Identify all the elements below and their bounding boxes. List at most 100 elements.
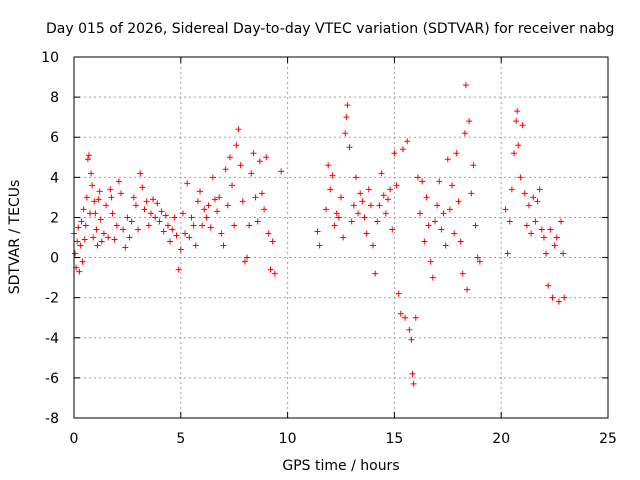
data-point bbox=[335, 214, 342, 221]
data-point bbox=[117, 190, 124, 197]
data-point bbox=[79, 258, 86, 265]
data-point bbox=[188, 214, 195, 221]
data-point bbox=[96, 188, 103, 195]
data-point bbox=[370, 242, 377, 249]
data-point bbox=[474, 254, 481, 261]
data-point bbox=[81, 236, 88, 243]
data-point bbox=[220, 242, 227, 249]
data-point bbox=[94, 242, 101, 249]
data-point bbox=[340, 234, 347, 241]
data-point bbox=[333, 210, 340, 217]
data-point bbox=[409, 370, 416, 377]
data-point bbox=[201, 206, 208, 213]
data-point bbox=[402, 314, 409, 321]
data-point bbox=[376, 202, 383, 209]
data-point bbox=[156, 218, 163, 225]
x-tick-label: 25 bbox=[599, 431, 617, 447]
data-point bbox=[389, 226, 396, 233]
data-point bbox=[107, 186, 114, 193]
data-point bbox=[184, 180, 191, 187]
data-point bbox=[547, 226, 554, 233]
data-point bbox=[455, 198, 462, 205]
data-point bbox=[558, 218, 565, 225]
data-point bbox=[113, 222, 120, 229]
data-point bbox=[348, 218, 355, 225]
data-point bbox=[128, 218, 135, 225]
data-point bbox=[90, 234, 97, 241]
data-point bbox=[453, 150, 460, 157]
data-point bbox=[154, 200, 161, 207]
data-point bbox=[355, 210, 362, 217]
data-point bbox=[167, 238, 174, 245]
data-point bbox=[92, 210, 99, 217]
data-point bbox=[506, 218, 513, 225]
data-point bbox=[224, 202, 231, 209]
data-point bbox=[343, 114, 350, 121]
y-tick-label: 8 bbox=[50, 90, 59, 106]
y-tick-label: 6 bbox=[50, 130, 59, 146]
data-point bbox=[124, 214, 131, 221]
data-point bbox=[344, 102, 351, 109]
data-point bbox=[530, 194, 537, 201]
data-point bbox=[214, 208, 221, 215]
data-point bbox=[536, 186, 543, 193]
chart-title: Day 015 of 2026, Sidereal Day-to-day VTE… bbox=[46, 21, 614, 37]
data-point bbox=[423, 194, 430, 201]
data-point bbox=[199, 222, 206, 229]
data-point bbox=[476, 258, 483, 265]
data-point bbox=[521, 190, 528, 197]
data-point bbox=[517, 174, 524, 181]
data-point bbox=[137, 170, 144, 177]
data-point bbox=[414, 174, 421, 181]
data-point bbox=[543, 250, 550, 257]
data-point bbox=[325, 162, 332, 169]
y-tick-label: -8 bbox=[45, 411, 59, 427]
data-point bbox=[75, 224, 82, 231]
data-point bbox=[399, 146, 406, 153]
data-point bbox=[97, 216, 104, 223]
data-point bbox=[513, 118, 520, 125]
data-point bbox=[352, 174, 359, 181]
data-point bbox=[222, 166, 229, 173]
data-point bbox=[175, 266, 182, 273]
data-point bbox=[532, 218, 539, 225]
data-point bbox=[468, 190, 475, 197]
data-point bbox=[472, 222, 479, 229]
data-point bbox=[538, 226, 545, 233]
data-point bbox=[130, 194, 137, 201]
x-tick-label: 15 bbox=[385, 431, 403, 447]
data-point bbox=[85, 152, 92, 159]
data-point bbox=[250, 150, 257, 157]
data-point bbox=[115, 178, 122, 185]
data-point bbox=[515, 142, 522, 149]
data-point bbox=[391, 150, 398, 157]
data-point bbox=[261, 206, 268, 213]
data-point bbox=[553, 234, 560, 241]
data-point bbox=[323, 206, 330, 213]
data-point bbox=[169, 226, 176, 233]
data-point bbox=[551, 242, 558, 249]
data-point bbox=[502, 206, 509, 213]
data-point bbox=[186, 234, 193, 241]
data-point bbox=[314, 228, 321, 235]
data-point bbox=[417, 210, 424, 217]
data-point bbox=[267, 266, 274, 273]
data-point bbox=[103, 202, 110, 209]
data-point bbox=[93, 226, 100, 233]
data-point bbox=[431, 218, 438, 225]
data-point bbox=[387, 186, 394, 193]
data-point bbox=[365, 186, 372, 193]
y-tick-label: 10 bbox=[41, 50, 59, 66]
data-point bbox=[147, 210, 154, 217]
data-point bbox=[100, 230, 107, 237]
data-point bbox=[111, 236, 118, 243]
data-point bbox=[233, 142, 240, 149]
data-point bbox=[523, 222, 530, 229]
data-point bbox=[327, 186, 334, 193]
data-point bbox=[549, 294, 556, 301]
data-point bbox=[126, 234, 133, 241]
data-point bbox=[89, 182, 96, 189]
data-point bbox=[263, 154, 270, 161]
data-point bbox=[150, 196, 157, 203]
data-point bbox=[77, 242, 84, 249]
